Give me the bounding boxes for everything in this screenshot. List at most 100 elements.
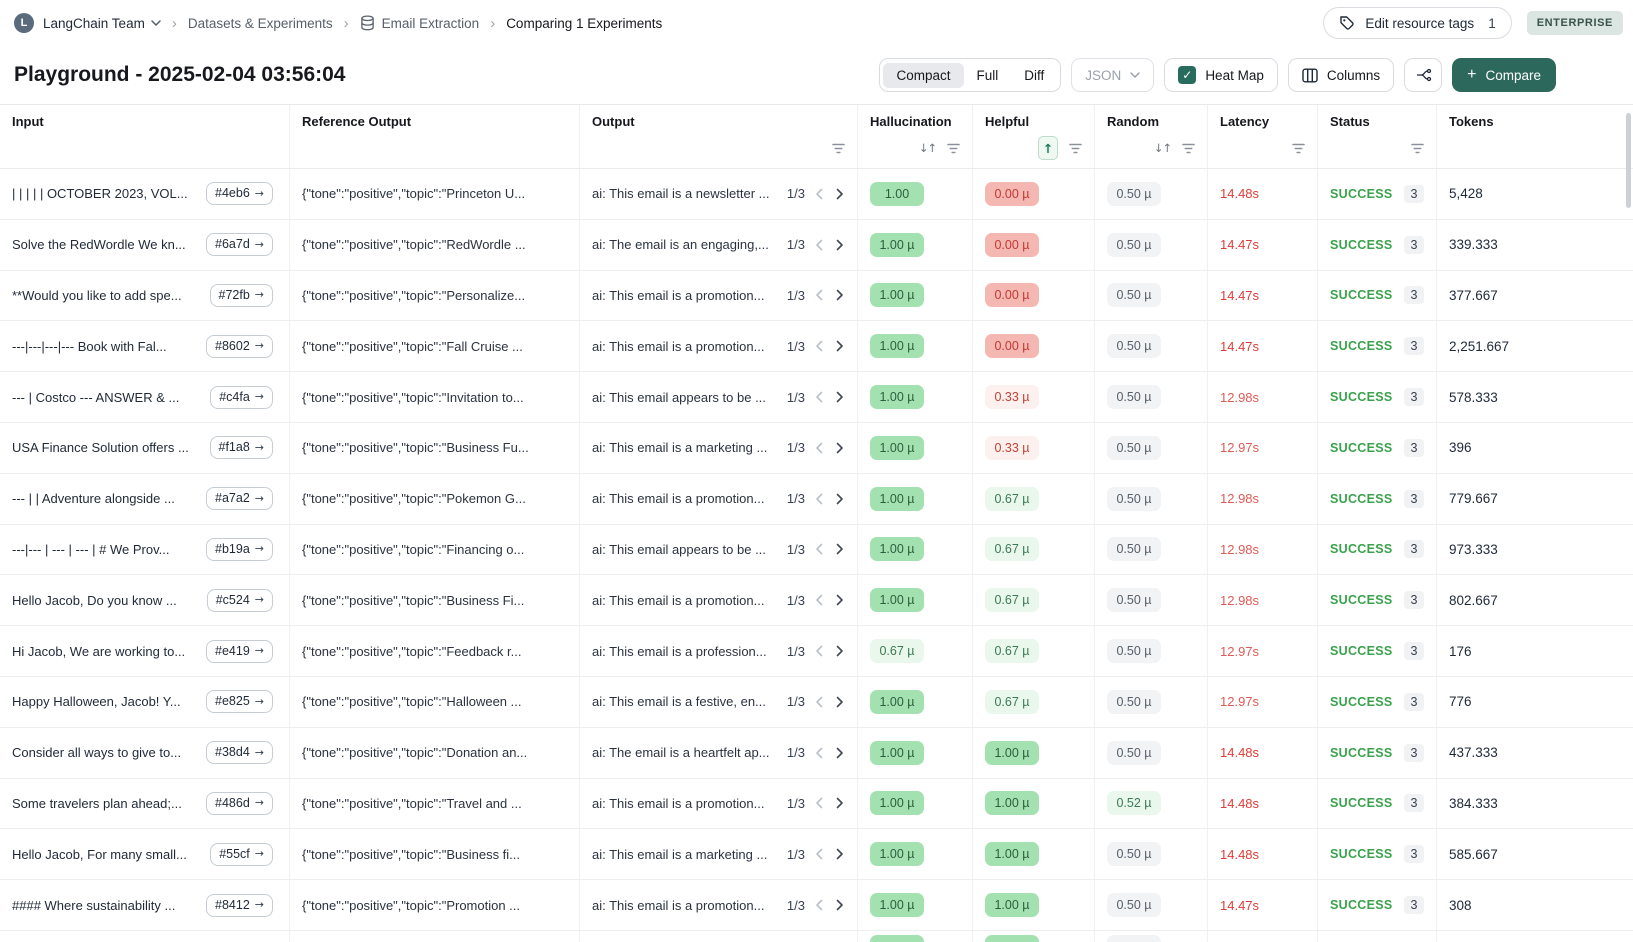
hallucination-cell[interactable]: 1.00 µ bbox=[858, 422, 973, 473]
helpful-cell[interactable]: 0.67 µ bbox=[973, 575, 1095, 626]
random-cell[interactable]: 0.50 µ bbox=[1095, 829, 1208, 880]
random-cell[interactable] bbox=[1095, 930, 1208, 942]
random-cell[interactable]: 0.50 µ bbox=[1095, 270, 1208, 321]
table-row[interactable]: Consider all ways to give to... #38d4 → … bbox=[0, 727, 1633, 779]
reference-output-cell[interactable] bbox=[290, 930, 580, 942]
view-mode-diff[interactable]: Diff bbox=[1011, 63, 1057, 88]
table-row[interactable]: #### Where sustainability ... #8412 → {"… bbox=[0, 880, 1633, 931]
hallucination-cell[interactable] bbox=[858, 930, 973, 942]
chevron-right-icon[interactable] bbox=[834, 747, 845, 759]
tokens-cell[interactable] bbox=[1437, 931, 1633, 942]
chevron-left-icon[interactable] bbox=[814, 340, 825, 352]
chevron-right-icon[interactable] bbox=[834, 543, 845, 555]
status-cell[interactable]: SUCCESS 3 bbox=[1318, 626, 1437, 676]
tokens-cell[interactable]: 396 bbox=[1437, 423, 1633, 473]
edit-resource-tags-button[interactable]: Edit resource tags 1 bbox=[1323, 7, 1512, 39]
status-cell[interactable]: SUCCESS 3 bbox=[1318, 575, 1437, 626]
table-row[interactable]: Hello Jacob, For many small... #55cf → {… bbox=[0, 829, 1633, 881]
hallucination-cell[interactable]: 1.00 µ bbox=[858, 778, 973, 829]
table-row[interactable]: | | | | | OCTOBER 2023, VOL... #4eb6 → {… bbox=[0, 169, 1633, 220]
helpful-cell[interactable]: 0.33 µ bbox=[973, 372, 1095, 422]
example-id-link[interactable]: #b19a → bbox=[206, 537, 273, 561]
example-id-link[interactable]: #a7a2 → bbox=[206, 487, 273, 511]
tokens-cell[interactable]: 578.333 bbox=[1437, 372, 1633, 422]
output-cell[interactable]: ai: This email is a newsletter ... 1/3 bbox=[580, 169, 858, 219]
tokens-cell[interactable]: 779.667 bbox=[1437, 474, 1633, 524]
reference-output-cell[interactable]: {"tone":"positive","topic":"Business Fi.… bbox=[290, 575, 580, 626]
hallucination-cell[interactable]: 1.00 µ bbox=[858, 473, 973, 524]
filter-icon[interactable] bbox=[1411, 143, 1424, 154]
status-cell[interactable] bbox=[1318, 930, 1437, 942]
hallucination-cell[interactable]: 1.00 µ bbox=[858, 219, 973, 270]
table-row[interactable]: **Would you like to add spe... #72fb → {… bbox=[0, 270, 1633, 322]
column-header-tokens[interactable]: Tokens bbox=[1449, 114, 1494, 129]
sort-ascending-active[interactable]: ↑ bbox=[1038, 136, 1058, 160]
example-id-link[interactable]: #6a7d → bbox=[206, 233, 273, 257]
chevron-left-icon[interactable] bbox=[814, 848, 825, 860]
columns-button[interactable]: Columns bbox=[1287, 58, 1395, 92]
chevron-left-icon[interactable] bbox=[814, 797, 825, 809]
helpful-cell[interactable]: 0.67 µ bbox=[973, 473, 1095, 524]
chevron-left-icon[interactable] bbox=[814, 645, 825, 657]
latency-cell[interactable]: 14.48s bbox=[1208, 829, 1318, 880]
example-id-link[interactable]: #c524 → bbox=[206, 588, 273, 612]
helpful-cell[interactable]: 0.00 µ bbox=[973, 270, 1095, 321]
reference-output-cell[interactable]: {"tone":"positive","topic":"Donation an.… bbox=[290, 727, 580, 778]
chevron-left-icon[interactable] bbox=[814, 442, 825, 454]
chevron-left-icon[interactable] bbox=[814, 493, 825, 505]
table-row[interactable]: --- | Costco --- ANSWER & ... #c4fa → {"… bbox=[0, 372, 1633, 423]
tokens-cell[interactable]: 377.667 bbox=[1437, 271, 1633, 321]
output-cell[interactable]: ai: This email is a profession... 1/3 bbox=[580, 626, 858, 676]
heat-map-toggle[interactable]: ✓ Heat Map bbox=[1164, 58, 1278, 92]
filter-icon[interactable] bbox=[1069, 143, 1082, 154]
reference-output-cell[interactable]: {"tone":"positive","topic":"Halloween ..… bbox=[290, 676, 580, 727]
table-row[interactable]: Happy Halloween, Jacob! Y... #e825 → {"t… bbox=[0, 676, 1633, 728]
input-cell[interactable]: → bbox=[0, 930, 290, 942]
reference-output-cell[interactable]: {"tone":"positive","topic":"RedWordle ..… bbox=[290, 219, 580, 270]
example-id-link[interactable]: #38d4 → bbox=[206, 741, 273, 765]
table-row[interactable]: --- | | Adventure alongside ... #a7a2 → … bbox=[0, 473, 1633, 525]
chevron-right-icon[interactable] bbox=[834, 848, 845, 860]
table-row[interactable]: USA Finance Solution offers ... #f1a8 → … bbox=[0, 422, 1633, 474]
filter-icon[interactable] bbox=[832, 143, 845, 154]
helpful-cell[interactable]: 0.33 µ bbox=[973, 422, 1095, 473]
table-row[interactable]: Some travelers plan ahead;... #486d → {"… bbox=[0, 778, 1633, 830]
format-select[interactable]: JSON bbox=[1071, 58, 1155, 92]
status-cell[interactable]: SUCCESS 3 bbox=[1318, 422, 1437, 473]
tokens-cell[interactable]: 308 bbox=[1437, 880, 1633, 930]
latency-cell[interactable]: 12.98s bbox=[1208, 524, 1318, 575]
chevron-right-icon[interactable] bbox=[834, 239, 845, 251]
helpful-cell[interactable]: 0.00 µ bbox=[973, 321, 1095, 372]
latency-cell[interactable]: 14.47s bbox=[1208, 880, 1318, 930]
helpful-cell[interactable]: 1.00 µ bbox=[973, 727, 1095, 778]
chevron-left-icon[interactable] bbox=[814, 391, 825, 403]
chevron-right-icon[interactable] bbox=[834, 442, 845, 454]
column-header-reference-output[interactable]: Reference Output bbox=[290, 105, 580, 168]
sort-icon[interactable]: ↓↑ bbox=[918, 141, 937, 155]
helpful-cell[interactable]: 1.00 µ bbox=[973, 829, 1095, 880]
chevron-left-icon[interactable] bbox=[814, 188, 825, 200]
hallucination-cell[interactable]: 1.00 bbox=[858, 169, 973, 219]
hallucination-cell[interactable]: 1.00 µ bbox=[858, 270, 973, 321]
column-header-hallucination[interactable]: Hallucination ↓↑ bbox=[858, 105, 973, 168]
output-cell[interactable] bbox=[580, 930, 858, 942]
tokens-cell[interactable]: 5,428 bbox=[1437, 169, 1633, 219]
example-id-link[interactable]: #4eb6 → bbox=[206, 182, 273, 206]
table-row[interactable]: Hi Jacob, We are working to... #e419 → {… bbox=[0, 626, 1633, 677]
vertical-scrollbar[interactable] bbox=[1626, 113, 1631, 208]
reference-output-cell[interactable]: {"tone":"positive","topic":"Fall Cruise … bbox=[290, 321, 580, 372]
reference-output-cell[interactable]: {"tone":"positive","topic":"Travel and .… bbox=[290, 778, 580, 829]
hallucination-cell[interactable]: 1.00 µ bbox=[858, 829, 973, 880]
helpful-cell[interactable]: 0.67 µ bbox=[973, 626, 1095, 676]
input-cell[interactable]: | | | | | OCTOBER 2023, VOL... #4eb6 → bbox=[0, 169, 290, 219]
reference-output-cell[interactable]: {"tone":"positive","topic":"Promotion ..… bbox=[290, 880, 580, 930]
example-id-link[interactable]: #e419 → bbox=[206, 639, 273, 663]
trace-tree-button[interactable] bbox=[1404, 58, 1443, 92]
random-cell[interactable]: 0.50 µ bbox=[1095, 473, 1208, 524]
random-cell[interactable]: 0.50 µ bbox=[1095, 372, 1208, 422]
latency-cell[interactable]: 14.47s bbox=[1208, 219, 1318, 270]
input-cell[interactable]: --- | | Adventure alongside ... #a7a2 → bbox=[0, 473, 290, 524]
table-row[interactable]: ---|---|---|--- Book with Fal... #8602 →… bbox=[0, 321, 1633, 373]
tokens-cell[interactable]: 384.333 bbox=[1437, 779, 1633, 829]
tokens-cell[interactable]: 2,251.667 bbox=[1437, 321, 1633, 371]
